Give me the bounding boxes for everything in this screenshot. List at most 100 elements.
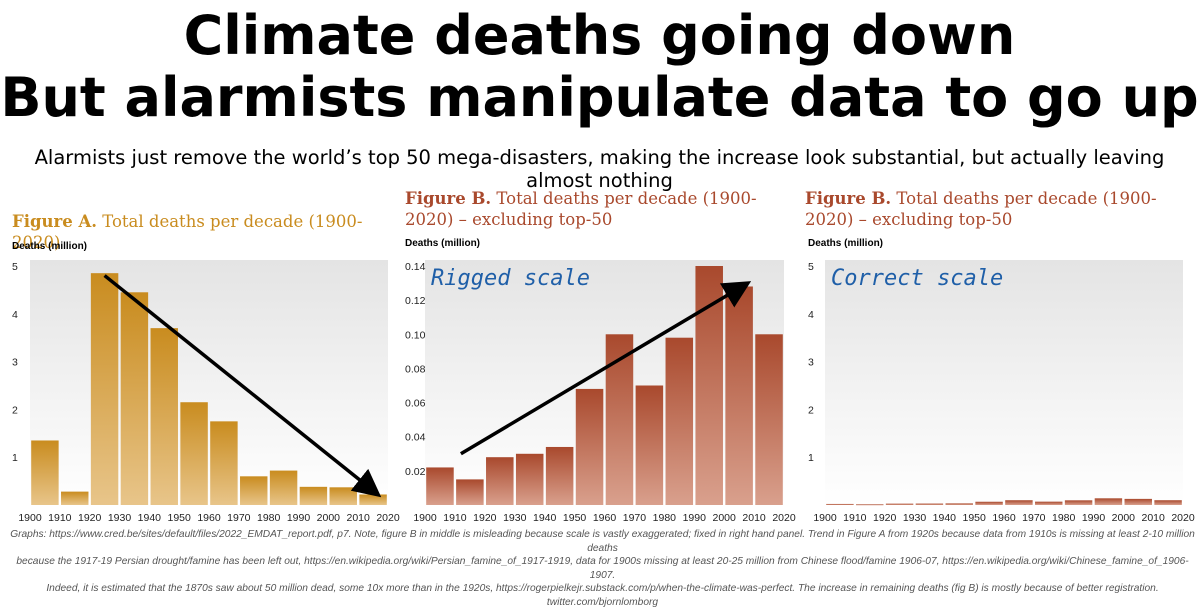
bar-2010: [359, 494, 387, 505]
bar-1920: [885, 503, 914, 505]
chart-C: Deaths (million) 1 2 3 4 5 1900 1910 1920 1930 194…: [808, 238, 1195, 524]
x-tick-label: 1990: [287, 512, 311, 524]
y-axis-label: Deaths (million): [12, 241, 87, 252]
bar-1990: [299, 486, 328, 505]
trend-arrow: [460, 281, 752, 456]
bar-1940: [150, 328, 178, 505]
bar-1960: [1005, 500, 1033, 505]
bar-1910: [61, 491, 89, 505]
annotation-text: Correct scale: [831, 266, 1003, 291]
bar-1970: [240, 476, 268, 505]
x-tick-label: 2000: [1112, 512, 1136, 524]
figure-a-title-text: Total deaths per decade (1900-2020): [12, 212, 363, 252]
x-tick-label: 1930: [903, 512, 927, 524]
chart-A: Deaths (million) 1 2 3 4 5 1900 1910 1920 1930 194…: [12, 241, 400, 524]
x-tick-label: 1900: [813, 512, 837, 524]
bar-2000: [725, 286, 753, 505]
bar-2010: [755, 334, 783, 505]
bar-1930: [515, 453, 544, 505]
x-tick-label: 1910: [48, 512, 72, 524]
x-tick-label: 1930: [108, 512, 132, 524]
figure-c-title-text: Total deaths per decade (1900-2020) – ex…: [805, 189, 1157, 229]
y-axis-label: Deaths (million): [405, 238, 480, 249]
x-tick-label: 2020: [772, 512, 796, 524]
y-tick-label: 4: [12, 309, 18, 321]
bar-1920: [486, 457, 514, 505]
headline-line-2: But alarmists manipulate data to go up: [0, 66, 1199, 129]
y-tick-label: 2: [12, 404, 18, 416]
bar-2000: [1124, 498, 1152, 505]
x-tick-label: 2000: [712, 512, 736, 524]
footnote: Graphs: https://www.cred.be/sites/defaul…: [10, 528, 1195, 609]
bar-1900: [826, 503, 854, 505]
plot-area: [30, 260, 388, 505]
x-tick-label: 1980: [1052, 512, 1076, 524]
x-tick-label: 1920: [78, 512, 102, 524]
x-tick-label: 1940: [933, 512, 957, 524]
x-tick-label: 1950: [563, 512, 587, 524]
x-tick-label: 2010: [1141, 512, 1165, 524]
bar-2000: [329, 487, 357, 505]
bar-1940: [545, 446, 574, 505]
figure-a-label: Figure A.: [12, 212, 97, 231]
x-tick-label: 2020: [1171, 512, 1195, 524]
bar-1910: [856, 504, 884, 506]
x-tick-label: 1970: [1022, 512, 1046, 524]
bar-1900: [426, 467, 454, 505]
figure-c-title: Figure B. Total deaths per decade (1900-…: [805, 188, 1185, 230]
y-tick-label: 0.06: [405, 398, 426, 410]
y-tick-label: 0.12: [405, 295, 426, 307]
x-tick-label: 1970: [227, 512, 251, 524]
figure-b-title: Figure B. Total deaths per decade (1900-…: [405, 188, 785, 230]
x-tick-label: 1960: [992, 512, 1016, 524]
y-tick-label: 5: [808, 261, 814, 273]
x-tick-label: 1900: [413, 512, 437, 524]
x-tick-label: 1940: [533, 512, 557, 524]
y-tick-label: 4: [808, 309, 814, 321]
x-tick-label: 2010: [346, 512, 370, 524]
x-tick-label: 1920: [473, 512, 497, 524]
chart-B: Deaths (million) 0.02 0.04 0.06 0.08 0.10 0.12…: [405, 238, 796, 524]
bar-1980: [1064, 500, 1093, 505]
figure-b-title-text: Total deaths per decade (1900-2020) – ex…: [405, 189, 757, 229]
bar-2010: [1154, 500, 1182, 505]
trend-arrow: [103, 274, 382, 498]
x-tick-label: 1950: [962, 512, 986, 524]
y-tick-label: 3: [808, 357, 814, 369]
y-tick-label: 0.08: [405, 363, 426, 375]
y-tick-label: 0.10: [405, 329, 426, 341]
y-tick-label: 1: [12, 452, 18, 464]
bar-1970: [635, 385, 664, 505]
x-tick-label: 1910: [843, 512, 867, 524]
headline-line-1: Climate deaths going down: [183, 4, 1016, 67]
bar-1920: [90, 273, 119, 505]
annotation-text: Rigged scale: [431, 266, 590, 291]
y-tick-label: 0.04: [405, 432, 426, 444]
subtitle: Alarmists just remove the world’s top 50…: [34, 146, 1165, 192]
x-tick-label: 1930: [503, 512, 527, 524]
x-tick-label: 2010: [742, 512, 766, 524]
x-tick-label: 1970: [623, 512, 647, 524]
footnote-line-3: Indeed, it is estimated that the 1870s s…: [46, 583, 1159, 608]
x-tick-label: 1950: [167, 512, 191, 524]
x-tick-label: 1920: [873, 512, 897, 524]
x-tick-label: 1980: [257, 512, 281, 524]
x-tick-label: 1910: [443, 512, 467, 524]
bar-1960: [210, 421, 238, 505]
bar-1990: [1094, 498, 1123, 505]
x-tick-label: 1960: [197, 512, 221, 524]
plot-area: [825, 260, 1183, 505]
figure-c-label: Figure B.: [805, 189, 892, 208]
bar-1950: [180, 402, 208, 505]
bar-1900: [31, 440, 59, 505]
x-tick-label: 2020: [376, 512, 400, 524]
bar-1950: [575, 388, 604, 505]
x-tick-label: 1940: [138, 512, 162, 524]
y-tick-label: 5: [12, 261, 18, 273]
charts-svg: Deaths (million) 1 2 3 4 5 1900 1910 1920 1930 194…: [12, 238, 1195, 524]
bar-1980: [269, 470, 298, 505]
figure-b-label: Figure B.: [405, 189, 492, 208]
figure-a-title: Figure A. Total deaths per decade (1900-…: [12, 211, 392, 253]
bar-1950: [975, 501, 1003, 505]
footnote-line-2: because the 1917-19 Persian drought/fami…: [16, 556, 1189, 581]
